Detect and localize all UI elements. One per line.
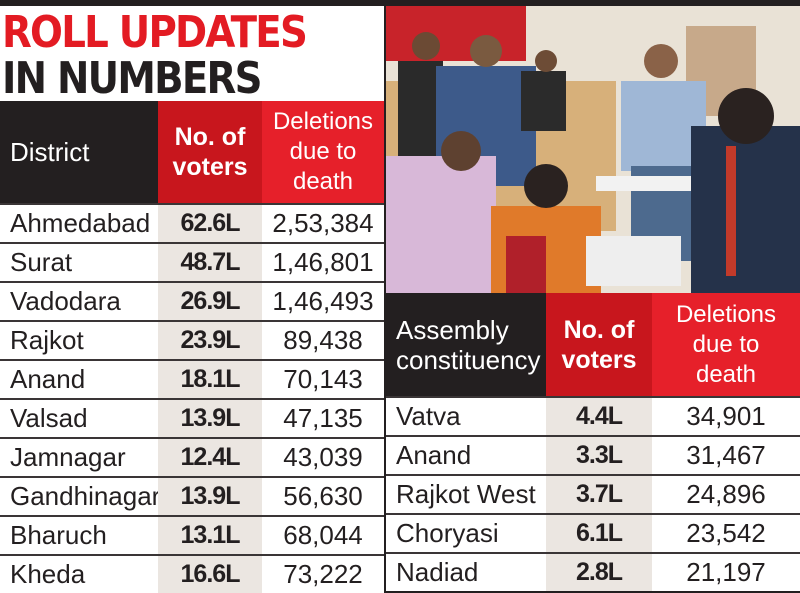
- table-row: Anand 18.1L 70,143: [0, 359, 384, 399]
- district-name: Vadodara: [0, 281, 158, 321]
- district-name: Rajkot: [0, 320, 158, 360]
- header-constituency-label: Assembly constituency: [396, 314, 541, 375]
- table-row: Jamnagar 12.4L 43,039: [0, 437, 384, 477]
- constituency-table-header: Assembly constituency No. of voters Dele…: [386, 293, 800, 397]
- table-row: Vatva 4.4L 34,901: [386, 396, 800, 436]
- voters-value: 13.9L: [158, 398, 262, 438]
- constituency-name: Vatva: [386, 396, 546, 436]
- voters-value: 18.1L: [158, 359, 262, 399]
- headline-line-1: ROLL UPDATES: [2, 7, 308, 58]
- district-table: District No. of voters Deletions due to …: [0, 101, 384, 593]
- table-row: Kheda 16.6L 73,222: [0, 554, 384, 593]
- deletions-value: 47,135: [262, 398, 384, 438]
- voters-value: 2.8L: [546, 552, 652, 591]
- header-voters: No. of voters: [546, 293, 652, 397]
- table-row: Bharuch 13.1L 68,044: [0, 515, 384, 555]
- constituency-name: Nadiad: [386, 552, 546, 591]
- table-row: Nadiad 2.8L 21,197: [386, 552, 800, 591]
- district-name: Gandhinagar: [0, 476, 158, 516]
- table-row: Ahmedabad 62.6L 2,53,384: [0, 203, 384, 243]
- header-district: District: [0, 101, 158, 204]
- deletions-value: 73,222: [262, 554, 384, 593]
- constituency-name: Anand: [386, 435, 546, 475]
- table-row: Valsad 13.9L 47,135: [0, 398, 384, 438]
- district-name: Anand: [0, 359, 158, 399]
- district-table-header: District No. of voters Deletions due to …: [0, 101, 384, 204]
- voters-value: 3.7L: [546, 474, 652, 514]
- deletions-value: 68,044: [262, 515, 384, 555]
- constituency-table: Assembly constituency No. of voters Dele…: [386, 293, 800, 591]
- table-row: Vadodara 26.9L 1,46,493: [0, 281, 384, 321]
- district-name: Valsad: [0, 398, 158, 438]
- table-row: Choryasi 6.1L 23,542: [386, 513, 800, 553]
- deletions-value: 31,467: [652, 435, 800, 475]
- district-name: Kheda: [0, 554, 158, 593]
- header-deletions-label: Deletions due to death: [272, 108, 374, 195]
- voters-value: 6.1L: [546, 513, 652, 553]
- voters-value: 16.6L: [158, 554, 262, 593]
- table-row: Anand 3.3L 31,467: [386, 435, 800, 475]
- district-name: Surat: [0, 242, 158, 282]
- column-divider: [384, 0, 386, 593]
- header-deletions: Deletions due to death: [262, 101, 384, 204]
- photo-illustration: [386, 6, 800, 293]
- deletions-value: 23,542: [652, 513, 800, 553]
- header-deletions: Deletions due to death: [652, 293, 800, 397]
- deletions-value: 34,901: [652, 396, 800, 436]
- deletions-value: 56,630: [262, 476, 384, 516]
- header-voters-label: No. of voters: [172, 123, 248, 181]
- table-row: Rajkot 23.9L 89,438: [0, 320, 384, 360]
- district-name: Jamnagar: [0, 437, 158, 477]
- deletions-value: 70,143: [262, 359, 384, 399]
- headline: ROLL UPDATES IN NUMBERS: [0, 6, 384, 104]
- voters-value: 12.4L: [158, 437, 262, 477]
- voters-value: 13.1L: [158, 515, 262, 555]
- voters-value: 4.4L: [546, 396, 652, 436]
- headline-line-2: IN NUMBERS: [2, 53, 262, 104]
- header-deletions-label: Deletions due to death: [675, 300, 777, 388]
- deletions-value: 43,039: [262, 437, 384, 477]
- voters-value: 23.9L: [158, 320, 262, 360]
- news-photo: [386, 6, 800, 293]
- deletions-value: 1,46,801: [262, 242, 384, 282]
- header-voters-label: No. of voters: [561, 315, 637, 374]
- table-row: Surat 48.7L 1,46,801: [0, 242, 384, 282]
- deletions-value: 1,46,493: [262, 281, 384, 321]
- deletions-value: 24,896: [652, 474, 800, 514]
- constituency-name: Choryasi: [386, 513, 546, 553]
- voters-value: 13.9L: [158, 476, 262, 516]
- table-row: Gandhinagar 13.9L 56,630: [0, 476, 384, 516]
- voters-value: 26.9L: [158, 281, 262, 321]
- header-constituency: Assembly constituency: [386, 293, 546, 397]
- deletions-value: 89,438: [262, 320, 384, 360]
- header-voters: No. of voters: [158, 101, 262, 204]
- constituency-name: Rajkot West: [386, 474, 546, 514]
- voters-value: 62.6L: [158, 203, 262, 243]
- table-row: Rajkot West 3.7L 24,896: [386, 474, 800, 514]
- voters-value: 48.7L: [158, 242, 262, 282]
- deletions-value: 2,53,384: [262, 203, 384, 243]
- voters-value: 3.3L: [546, 435, 652, 475]
- district-name: Bharuch: [0, 515, 158, 555]
- deletions-value: 21,197: [652, 552, 800, 591]
- district-name: Ahmedabad: [0, 203, 158, 243]
